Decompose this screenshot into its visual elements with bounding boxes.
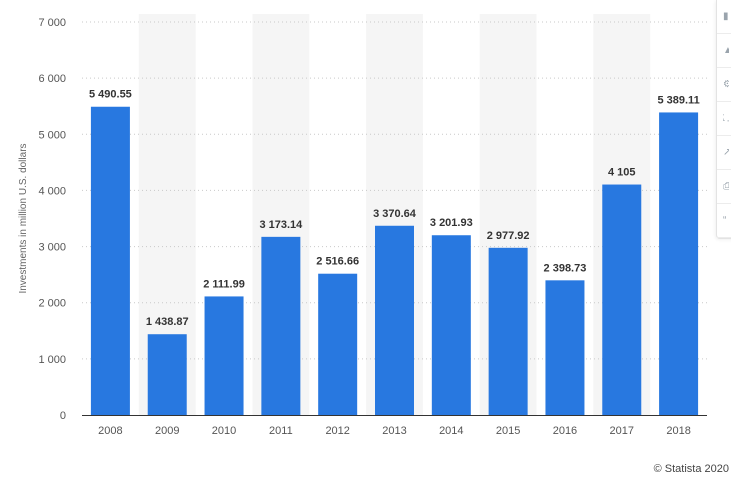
bar-2008[interactable]	[90, 106, 130, 415]
quote-button[interactable]: “	[717, 204, 731, 238]
bookmark-button[interactable]: ▮	[717, 0, 731, 34]
bar-2009[interactable]	[147, 334, 187, 415]
y-tick-label: 3 000	[38, 242, 66, 254]
source-credit[interactable]: © Statista 2020	[653, 463, 729, 475]
data-label-2014: 3 201.93	[430, 217, 473, 229]
x-tick-label-2013: 2013	[382, 425, 406, 437]
bell-icon: ▲	[723, 46, 729, 55]
bar-2012[interactable]	[318, 273, 358, 415]
print-icon: ⎙	[723, 182, 729, 191]
bookmark-icon: ▮	[723, 12, 729, 21]
bar-2016[interactable]	[545, 280, 585, 415]
x-tick-label-2017: 2017	[610, 425, 634, 437]
bar-2018[interactable]	[659, 112, 699, 415]
side-toolbar: ▮ ▲ ⚙ ⛶ ↗ ⎙ “	[716, 0, 731, 239]
data-label-2017: 4 105	[608, 167, 636, 179]
fullscreen-icon: ⛶	[723, 114, 729, 123]
x-axis-ticks: 2008 2009 2010 2011 2012 2013 2014 2015 2016 2017…	[98, 425, 691, 437]
bars	[90, 106, 699, 415]
share-button[interactable]: ↗	[717, 136, 731, 170]
data-label-2013: 3 370.64	[373, 208, 417, 220]
bar-2011[interactable]	[261, 236, 301, 415]
print-button[interactable]: ⎙	[717, 170, 731, 204]
x-tick-label-2009: 2009	[155, 425, 179, 437]
y-tick-label: 7 000	[38, 17, 66, 29]
y-axis-ticks: 0 1 000 2 000 3 000 4 000 5 000 6 000 7 000	[38, 17, 66, 422]
x-tick-label-2008: 2008	[98, 425, 122, 437]
share-icon: ↗	[723, 148, 729, 157]
y-tick-label: 0	[60, 410, 66, 422]
x-tick-label-2012: 2012	[325, 425, 349, 437]
data-label-2012: 2 516.66	[316, 256, 359, 268]
y-tick-label: 4 000	[38, 185, 66, 197]
bar-2010[interactable]	[204, 296, 244, 415]
bar-2013[interactable]	[375, 225, 414, 415]
settings-button[interactable]: ⚙	[717, 68, 731, 102]
bar-2014[interactable]	[431, 235, 471, 415]
data-label-2008: 5 490.55	[89, 89, 132, 101]
fullscreen-button[interactable]: ⛶	[717, 102, 731, 136]
y-tick-label: 6 000	[38, 73, 66, 85]
bell-button[interactable]: ▲	[717, 34, 731, 68]
y-tick-label: 2 000	[38, 298, 66, 310]
y-tick-label: 5 000	[38, 129, 66, 141]
data-label-2011: 3 173.14	[259, 219, 303, 231]
data-label-2018: 5 389.11	[657, 94, 699, 106]
bar-2017[interactable]	[602, 184, 642, 415]
x-tick-label-2018: 2018	[666, 425, 690, 437]
data-label-2010: 2 111.99	[203, 278, 245, 290]
y-tick-label: 1 000	[38, 354, 66, 366]
x-tick-label-2015: 2015	[496, 425, 520, 437]
data-label-2016: 2 398.73	[544, 262, 587, 274]
data-labels: 5 490.55 1 438.87 2 111.99 3 173.14 2 516.66…	[89, 89, 700, 328]
quote-icon: “	[723, 216, 727, 225]
x-tick-label-2010: 2010	[212, 425, 236, 437]
data-label-2015: 2 977.92	[487, 230, 530, 242]
y-axis-title: Investments in million U.S. dollars	[18, 143, 29, 293]
settings-icon: ⚙	[723, 80, 729, 89]
bar-2015[interactable]	[488, 247, 528, 415]
x-tick-label-2011: 2011	[269, 425, 293, 437]
x-tick-label-2016: 2016	[553, 425, 577, 437]
x-tick-label-2014: 2014	[439, 425, 463, 437]
data-label-2009: 1 438.87	[146, 316, 189, 328]
